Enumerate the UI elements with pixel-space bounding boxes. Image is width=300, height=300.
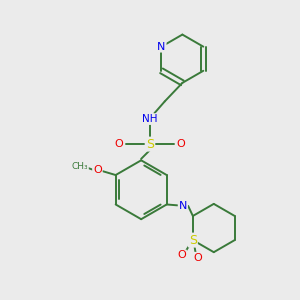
- Text: N: N: [157, 42, 166, 52]
- Text: O: O: [115, 139, 124, 149]
- Text: S: S: [189, 234, 197, 247]
- Text: N: N: [179, 201, 187, 211]
- Text: O: O: [93, 165, 102, 175]
- Text: NH: NH: [142, 114, 158, 124]
- Text: CH₃: CH₃: [71, 162, 88, 171]
- Text: S: S: [146, 138, 154, 151]
- Text: O: O: [193, 253, 202, 263]
- Text: O: O: [177, 250, 186, 260]
- Text: O: O: [176, 139, 185, 149]
